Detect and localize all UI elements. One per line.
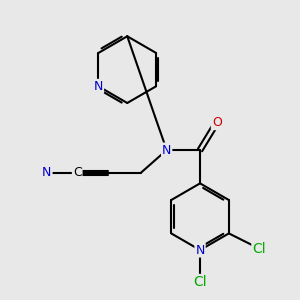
Text: N: N — [195, 244, 205, 256]
Text: C: C — [73, 166, 82, 179]
Text: Cl: Cl — [252, 242, 266, 256]
Text: Cl: Cl — [193, 275, 207, 289]
Text: N: N — [94, 80, 103, 93]
Text: N: N — [162, 143, 171, 157]
Text: O: O — [212, 116, 222, 129]
Text: N: N — [42, 166, 52, 179]
